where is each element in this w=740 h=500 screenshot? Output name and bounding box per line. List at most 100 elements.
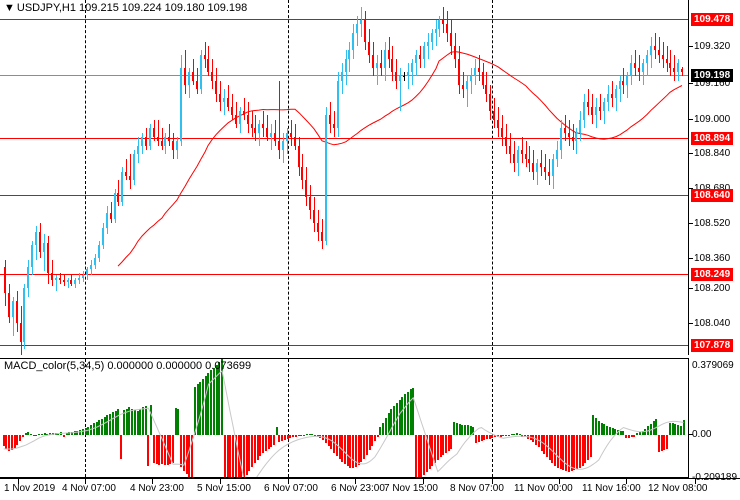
macd-bar bbox=[289, 435, 291, 439]
macd-bar bbox=[186, 435, 188, 475]
level-line-108-894[interactable] bbox=[0, 138, 688, 139]
macd-bar bbox=[25, 433, 27, 436]
macd-bar bbox=[377, 435, 379, 438]
macd-bar bbox=[483, 435, 485, 441]
time-axis-label: 1 Nov 2019 bbox=[4, 483, 56, 494]
macd-bar bbox=[207, 373, 209, 436]
macd-bar bbox=[306, 434, 308, 436]
macd-bar bbox=[273, 435, 275, 445]
macd-bar bbox=[516, 433, 518, 436]
macd-bar bbox=[683, 420, 685, 436]
macd-bar bbox=[606, 425, 608, 436]
macd-panel[interactable] bbox=[0, 358, 689, 478]
macd-bar bbox=[601, 422, 603, 436]
macd-bar bbox=[41, 434, 43, 436]
macd-bar bbox=[661, 435, 663, 452]
macd-bar bbox=[270, 435, 272, 447]
macd-bar bbox=[191, 435, 193, 477]
macd-bar bbox=[109, 413, 111, 436]
macd-bar bbox=[183, 435, 185, 471]
price-tick bbox=[689, 188, 693, 189]
price-tick-label: 108.040 bbox=[694, 318, 731, 329]
macd-bar bbox=[139, 408, 141, 436]
macd-bar bbox=[603, 424, 605, 436]
macd-bar bbox=[461, 424, 463, 436]
price-tick-label: 108.360 bbox=[694, 253, 731, 264]
macd-bar bbox=[284, 435, 286, 441]
macd-bar bbox=[366, 435, 368, 455]
macd-bar bbox=[213, 367, 215, 436]
macd-bar bbox=[374, 435, 376, 442]
macd-bar bbox=[489, 435, 491, 439]
macd-bar bbox=[96, 421, 98, 436]
level-line-109-478[interactable] bbox=[0, 19, 688, 20]
macd-bar bbox=[519, 433, 521, 436]
macd-bar bbox=[68, 432, 70, 436]
time-axis-label: 4 Nov 07:00 bbox=[62, 483, 116, 494]
macd-bar bbox=[276, 426, 278, 436]
price-chart-panel[interactable] bbox=[0, 0, 689, 355]
price-axis[interactable]: 109.320 109.160 109.000 108.840 108.680 108.5… bbox=[689, 0, 740, 355]
time-axis-label: 12 Nov 08:00 bbox=[648, 483, 708, 494]
macd-axis[interactable]: 0.379069 0.00 -0.209189 bbox=[689, 358, 740, 483]
macd-bar bbox=[481, 435, 483, 442]
macd-bar bbox=[445, 435, 447, 454]
level-price-badge-support[interactable]: 108.640 bbox=[691, 189, 734, 202]
macd-bar bbox=[677, 425, 679, 436]
macd-bar bbox=[30, 434, 32, 436]
time-tick bbox=[423, 479, 424, 484]
macd-bar bbox=[167, 435, 169, 465]
macd-bar bbox=[156, 435, 158, 464]
level-price-badge-resistance[interactable]: 109.478 bbox=[691, 13, 734, 26]
macd-bar bbox=[666, 435, 668, 449]
time-axis-label: 11 Nov 00:00 bbox=[514, 483, 573, 494]
macd-bar bbox=[363, 435, 365, 459]
time-axis[interactable]: 1 Nov 2019 4 Nov 07:00 4 Nov 23:00 5 Nov 15… bbox=[0, 478, 740, 500]
price-tick-label: 109.160 bbox=[694, 78, 731, 89]
level-price-badge-support[interactable]: 108.249 bbox=[691, 268, 734, 281]
macd-bar bbox=[549, 435, 551, 461]
macd-bar bbox=[295, 435, 297, 437]
macd-bar bbox=[3, 435, 5, 447]
macd-bar bbox=[505, 435, 507, 437]
time-axis-label: 6 Nov 07:00 bbox=[264, 483, 318, 494]
price-tick bbox=[689, 288, 693, 289]
macd-bar bbox=[257, 435, 259, 460]
macd-bar bbox=[35, 434, 37, 436]
macd-bar bbox=[412, 387, 414, 436]
macd-bar bbox=[568, 435, 570, 472]
level-price-badge-resistance[interactable]: 108.894 bbox=[691, 132, 734, 145]
macd-bar bbox=[450, 435, 452, 450]
macd-bar bbox=[117, 408, 119, 436]
macd-bar bbox=[33, 435, 35, 437]
macd-bar bbox=[636, 433, 638, 436]
level-line-107-878[interactable] bbox=[0, 345, 688, 346]
macd-bar bbox=[429, 435, 431, 469]
macd-grid-major bbox=[85, 359, 86, 477]
macd-bar bbox=[508, 434, 510, 436]
level-line-108-640[interactable] bbox=[0, 195, 688, 196]
macd-bar bbox=[128, 407, 130, 436]
macd-bar bbox=[325, 435, 327, 444]
macd-bar bbox=[74, 431, 76, 436]
macd-bar bbox=[628, 435, 630, 438]
macd-bar bbox=[341, 435, 343, 462]
macd-bar bbox=[538, 435, 540, 448]
macd-bar bbox=[349, 435, 351, 468]
level-line-108-249[interactable] bbox=[0, 274, 688, 275]
macd-bar bbox=[309, 433, 311, 436]
price-tick-label: 109.000 bbox=[694, 114, 731, 125]
level-price-badge-support[interactable]: 107.878 bbox=[691, 339, 734, 352]
macd-bar bbox=[298, 435, 300, 437]
macd-bar bbox=[123, 409, 125, 436]
macd-bar bbox=[243, 435, 245, 477]
macd-bar bbox=[442, 435, 444, 456]
collapse-icon[interactable]: ▼ bbox=[4, 2, 15, 14]
current-price-badge: 109.198 bbox=[691, 69, 734, 82]
macd-bar bbox=[418, 435, 420, 477]
macd-bar bbox=[642, 430, 644, 436]
macd-bar bbox=[475, 435, 477, 443]
macd-bar bbox=[388, 413, 390, 436]
macd-bar bbox=[612, 428, 614, 436]
price-tick-label: 109.320 bbox=[694, 41, 731, 52]
